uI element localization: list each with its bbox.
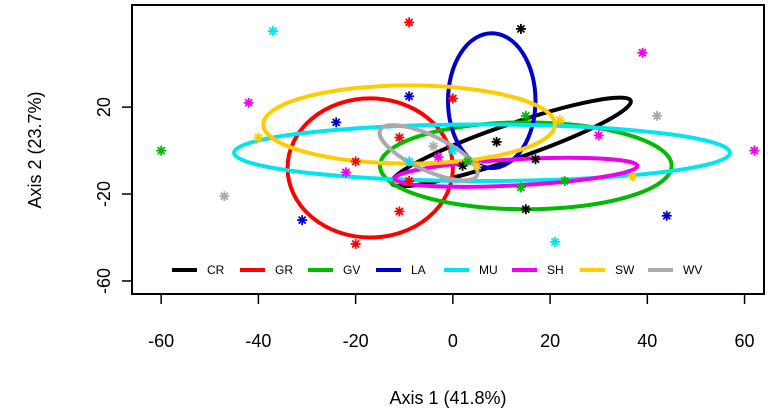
point-gr	[394, 132, 405, 143]
ellipse-gr	[285, 96, 455, 240]
point-mu	[447, 145, 458, 156]
x-tick-label: -60	[148, 331, 174, 351]
point-sh	[340, 167, 351, 178]
point-wv	[652, 110, 663, 121]
x-tick-label: 0	[448, 331, 458, 351]
ellipse-mu	[232, 122, 732, 184]
point-gr	[404, 176, 415, 187]
point-wv	[428, 141, 439, 152]
plot-frame	[131, 4, 765, 295]
point-gr	[404, 17, 415, 28]
point-cr	[515, 23, 526, 34]
ellipse-sh	[392, 155, 640, 189]
points-layer	[156, 17, 760, 250]
ellipse-wv	[377, 123, 480, 183]
point-mu	[549, 236, 560, 247]
x-tick-label: 60	[735, 331, 755, 351]
point-gv	[462, 156, 473, 167]
x-axis: -60 -40 -20 0 20 40 60	[148, 294, 755, 351]
point-mu	[267, 26, 278, 37]
point-la	[331, 117, 342, 128]
legend-label-la: LA	[411, 263, 426, 277]
point-la	[661, 210, 672, 221]
point-cr	[520, 204, 531, 215]
y-tick-label: -60	[94, 268, 114, 294]
point-gr	[394, 206, 405, 217]
point-la	[297, 215, 308, 226]
point-gv	[515, 182, 526, 193]
point-sh	[749, 145, 760, 156]
legend-label-gr: GR	[275, 263, 293, 277]
y-tick-label: -20	[94, 181, 114, 207]
point-gr	[350, 239, 361, 250]
x-tick-label: -20	[343, 331, 369, 351]
ellipse-la	[446, 31, 538, 170]
legend: CR GR GV LA MU SH SW WV	[172, 263, 702, 277]
point-sw	[253, 132, 264, 143]
point-sh	[433, 152, 444, 163]
legend-label-mu: MU	[479, 263, 498, 277]
x-tick-label: -40	[245, 331, 271, 351]
y-axis: -60 -20 20	[94, 97, 132, 294]
point-gv	[156, 145, 167, 156]
y-tick-label: 20	[94, 97, 114, 117]
point-mu	[404, 156, 415, 167]
legend-label-wv: WV	[683, 263, 702, 277]
legend-label-cr: CR	[207, 263, 225, 277]
point-sh	[243, 97, 254, 108]
point-sh	[637, 47, 648, 58]
point-cr	[491, 136, 502, 147]
point-gr	[350, 156, 361, 167]
point-sw	[472, 160, 483, 171]
x-tick-label: 20	[540, 331, 560, 351]
point-sw	[554, 115, 565, 126]
point-sh	[593, 130, 604, 141]
x-axis-title: Axis 1 (41.8%)	[389, 388, 506, 408]
point-gv	[559, 176, 570, 187]
point-la	[404, 91, 415, 102]
point-cr	[530, 154, 541, 165]
legend-label-sw: SW	[615, 263, 635, 277]
y-axis-title: Axis 2 (23.7%)	[25, 91, 45, 208]
ellipses-layer	[232, 31, 732, 240]
ellipse-gv	[377, 120, 674, 212]
legend-label-gv: GV	[343, 263, 360, 277]
point-sw	[627, 171, 638, 182]
point-gv	[520, 110, 531, 121]
x-tick-label: 40	[637, 331, 657, 351]
point-wv	[219, 191, 230, 202]
legend-label-sh: SH	[547, 263, 564, 277]
point-gr	[447, 93, 458, 104]
